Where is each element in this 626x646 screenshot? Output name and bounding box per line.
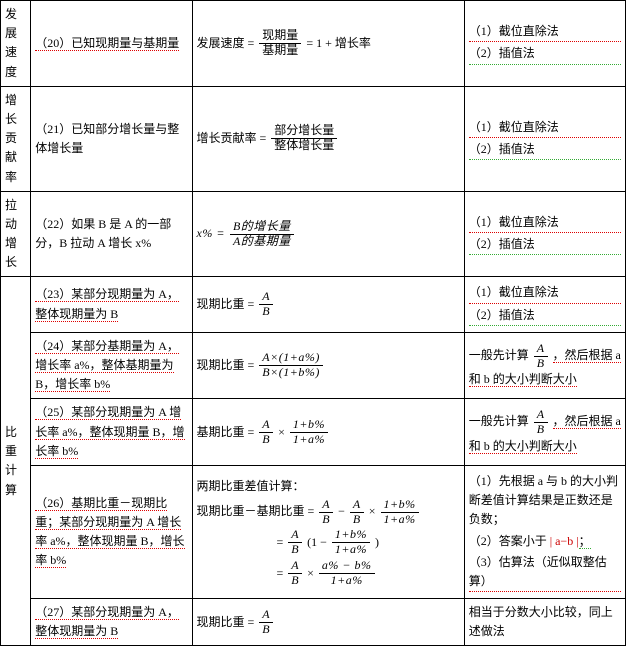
formula-cell: 基期比重 = AB × 1+b%1+a% <box>192 399 464 466</box>
category-label: 比重 计算 <box>5 425 17 497</box>
table-row: 发展 速度 （20）已知现期量与基期量 发展速度 = 现期量基期量 = 1 + … <box>1 1 626 87</box>
method-1: （1）截位直除法 <box>469 283 621 303</box>
category-label: 发展 速度 <box>5 7 17 79</box>
note: 相当于分数大小比较，同上述做法 <box>469 605 613 638</box>
condition-text: （25）某部分现期量为 A 增长率 a%，整体现期量 B，增长率 b% <box>35 405 184 458</box>
m2-pre: （2）答案小于 <box>469 534 550 548</box>
fraction: AB <box>259 418 273 447</box>
fraction: 部分增长量整体增长量 <box>271 124 337 153</box>
condition-cell: （21）已知部分增长量与整体增长量 <box>31 86 192 191</box>
condition-cell: （23）某部分现期量为 A，整体现期量为 B <box>31 277 192 332</box>
method-cell: （1）截位直除法 （2）插值法 <box>464 191 625 277</box>
table-row: （25）某部分现期量为 A 增长率 a%，整体现期量 B，增长率 b% 基期比重… <box>1 399 626 466</box>
category-cell: 比重 计算 <box>1 277 31 646</box>
condition-text: （26）基期比重－现期比重；某部分现期量为 A 增长率 a%，整体现期量 B，增… <box>35 496 184 569</box>
condition-cell: （27）某部分现期量为 A，整体现期量为 B <box>31 599 192 646</box>
formula-cell: x% = B的增长量A的基期量 <box>192 191 464 277</box>
condition-cell: （24）某部分基期量为 A，增长率 a%，整体基期量为 B，增长率 b% <box>31 332 192 399</box>
table-row: 比重 计算 （23）某部分现期量为 A，整体现期量为 B 现期比重 = AB （… <box>1 277 626 332</box>
m3: （3）估算法（近似取整估算） <box>469 553 621 592</box>
m1: （1）先根据 a 与 b 的大小判断差值计算结果是正数还是负数； <box>469 472 621 530</box>
fraction: AB <box>534 408 548 437</box>
m2-abs: | a−b | <box>550 534 579 548</box>
mul: × <box>278 423 285 442</box>
condition-text: （24）某部分基期量为 A，增长率 a%，整体基期量为 B，增长率 b% <box>35 339 179 392</box>
category-label: 增长 贡献 率 <box>5 93 17 184</box>
formula-tail: = 1 + 增长率 <box>306 34 371 53</box>
note-pre: 一般先计算 <box>469 348 532 362</box>
method-1: （1）截位直除法 <box>469 22 621 42</box>
table-row: （24）某部分基期量为 A，增长率 a%，整体基期量为 B，增长率 b% 现期比… <box>1 332 626 399</box>
method-1: （1）截位直除法 <box>469 213 621 233</box>
formula-cell: 现期比重 = AB <box>192 277 464 332</box>
method-cell: （1）截位直除法 （2）插值法 <box>464 86 625 191</box>
formula-lead: 现期比重 = <box>197 613 255 632</box>
note-pre: 一般先计算 <box>469 414 532 428</box>
condition-cell: （20）已知现期量与基期量 <box>31 1 192 87</box>
formula-lead: 现期比重 = <box>197 356 255 375</box>
method-cell: （1）先根据 a 与 b 的大小判断差值计算结果是正数还是负数； （2）答案小于… <box>464 465 625 598</box>
formula-lead: 现期比重 = <box>197 295 255 314</box>
formula-cell: 发展速度 = 现期量基期量 = 1 + 增长率 <box>192 1 464 87</box>
formula-table: 发展 速度 （20）已知现期量与基期量 发展速度 = 现期量基期量 = 1 + … <box>0 0 626 646</box>
condition-text: （23）某部分现期量为 A，整体现期量为 B <box>35 287 179 321</box>
fraction: AB <box>534 342 548 371</box>
formula-cell: 现期比重 = AB <box>192 599 464 646</box>
formula-head: 两期比重差值计算： <box>197 477 460 496</box>
formula-lead: x% = <box>197 224 225 243</box>
category-label: 拉动 增长 <box>5 198 17 270</box>
fraction: AB <box>259 608 273 637</box>
fraction: 现期量基期量 <box>259 29 301 58</box>
condition-text: （22）如果 B 是 A 的一部分，B 拉动 A 增长 x% <box>35 217 171 250</box>
method-cell: 一般先计算 AB ，然后根据 a 和 b 的大小判断大小 <box>464 399 625 466</box>
fraction: 1+b%1+a% <box>290 418 328 447</box>
formula-lead: 增长贡献率 = <box>197 129 267 148</box>
condition-cell: （25）某部分现期量为 A 增长率 a%，整体现期量 B，增长率 b% <box>31 399 192 466</box>
method-2: （2）插值法 <box>469 140 621 160</box>
method-1: （1）截位直除法 <box>469 118 621 138</box>
method-cell: （1）截位直除法 （2）插值法 <box>464 1 625 87</box>
formula-cell: 两期比重差值计算： 现期比重－基期比重 = AB − AB × 1+b%1+a%… <box>192 465 464 598</box>
formula-lead: 发展速度 = <box>197 34 255 53</box>
method-2: （2）插值法 <box>469 306 621 326</box>
fraction: AB <box>259 290 273 319</box>
condition-text: （27）某部分现期量为 A，整体现期量为 B <box>35 605 179 639</box>
table-row: （26）基期比重－现期比重；某部分现期量为 A 增长率 a%，整体现期量 B，增… <box>1 465 626 598</box>
condition-text: （20）已知现期量与基期量 <box>35 36 179 51</box>
method-cell: 相当于分数大小比较，同上述做法 <box>464 599 625 646</box>
category-cell: 增长 贡献 率 <box>1 86 31 191</box>
table-row: 拉动 增长 （22）如果 B 是 A 的一部分，B 拉动 A 增长 x% x% … <box>1 191 626 277</box>
l1-lead: 现期比重－基期比重 = <box>197 502 315 521</box>
method-cell: 一般先计算 AB ，然后根据 a 和 b 的大小判断大小 <box>464 332 625 399</box>
condition-cell: （26）基期比重－现期比重；某部分现期量为 A 增长率 a%，整体现期量 B，增… <box>31 465 192 598</box>
formula-lead: 基期比重 = <box>197 423 255 442</box>
method-2: （2）插值法 <box>469 44 621 64</box>
category-cell: 拉动 增长 <box>1 191 31 277</box>
formula-cell: 增长贡献率 = 部分增长量整体增长量 <box>192 86 464 191</box>
category-cell: 发展 速度 <box>1 1 31 87</box>
method-cell: （1）截位直除法 （2）插值法 <box>464 277 625 332</box>
formula-cell: 现期比重 = A×(1+a%)B×(1+b%) <box>192 332 464 399</box>
table-row: （27）某部分现期量为 A，整体现期量为 B 现期比重 = AB 相当于分数大小… <box>1 599 626 646</box>
condition-cell: （22）如果 B 是 A 的一部分，B 拉动 A 增长 x% <box>31 191 192 277</box>
table-row: 增长 贡献 率 （21）已知部分增长量与整体增长量 增长贡献率 = 部分增长量整… <box>1 86 626 191</box>
fraction: B的增长量A的基期量 <box>230 220 294 249</box>
fraction: A×(1+a%)B×(1+b%) <box>259 351 323 380</box>
condition-text: （21）已知部分增长量与整体增长量 <box>35 122 179 155</box>
method-2: （2）插值法 <box>469 235 621 255</box>
